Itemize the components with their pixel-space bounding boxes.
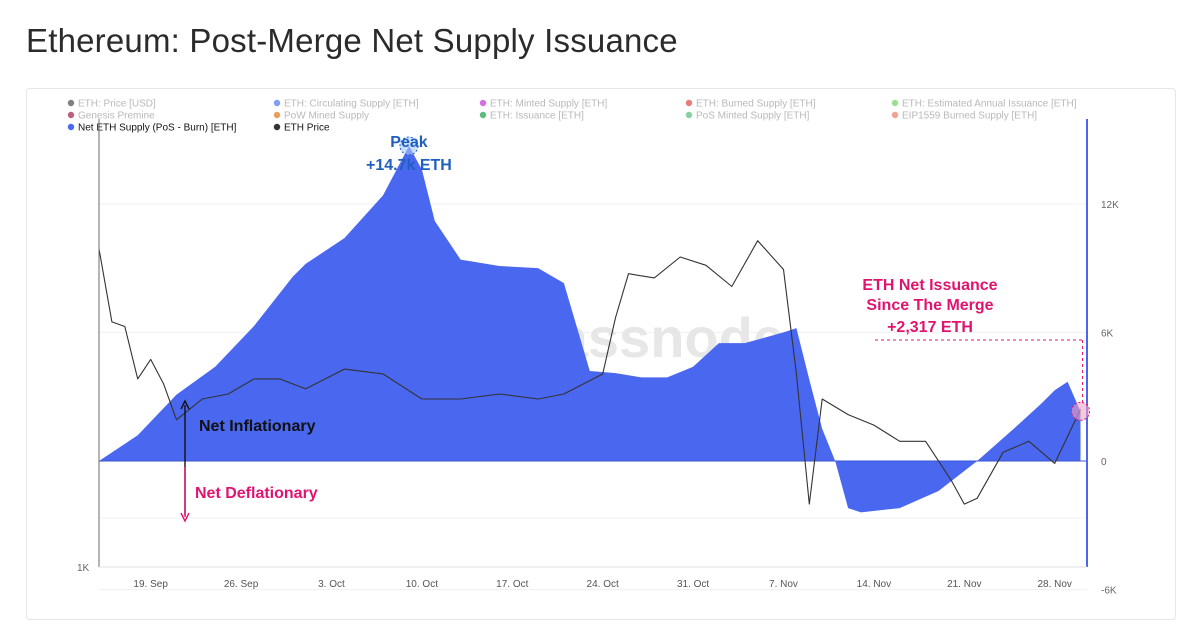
issuance-label-2: Since The Merge bbox=[866, 297, 993, 314]
legend-item: ETH Price bbox=[284, 123, 330, 134]
issuance-label-1: ETH Net Issuance bbox=[862, 277, 997, 294]
right-axis-tick: 12K bbox=[1101, 200, 1119, 211]
legend-marker bbox=[273, 123, 281, 131]
right-axis-tick: 6K bbox=[1101, 328, 1114, 339]
x-axis-tick: 24. Oct bbox=[587, 579, 619, 590]
legend-item: PoS Minted Supply [ETH] bbox=[696, 111, 810, 122]
chart-panel: ETH: Price [USD] ETH: Circulating Supply … bbox=[26, 88, 1176, 620]
peak-value: +14.7k ETH bbox=[366, 157, 452, 174]
legend-item: ETH: Issuance [ETH] bbox=[490, 111, 584, 122]
x-axis-tick: 3. Oct bbox=[318, 579, 345, 590]
issuance-marker bbox=[1071, 401, 1091, 421]
legend-item: ETH: Circulating Supply [ETH] bbox=[284, 99, 419, 110]
x-axis-tick: 14. Nov bbox=[857, 579, 891, 590]
legend-item: ETH: Burned Supply [ETH] bbox=[696, 99, 816, 110]
right-axis-tick: -6K bbox=[1101, 586, 1117, 597]
x-axis-tick: 21. Nov bbox=[947, 579, 981, 590]
legend-marker bbox=[479, 99, 487, 107]
price-line bbox=[98, 240, 1081, 505]
legend[interactable]: ETH: Price [USD] ETH: Circulating Supply … bbox=[67, 99, 1077, 134]
legend-item: ETH: Minted Supply [ETH] bbox=[490, 99, 607, 110]
peak-marker bbox=[399, 136, 419, 156]
legend-marker bbox=[685, 111, 693, 119]
right-axis-tick: 0 bbox=[1101, 457, 1107, 468]
legend-item: ETH: Price [USD] bbox=[78, 99, 156, 110]
peak-label: Peak bbox=[390, 134, 427, 151]
legend-marker bbox=[891, 111, 899, 119]
left-axis-tick: 1K bbox=[77, 563, 90, 574]
x-axis-tick: 31. Oct bbox=[677, 579, 709, 590]
legend-item: ETH: Estimated Annual Issuance [ETH] bbox=[902, 99, 1077, 110]
axes: 12K 6K 0 -6K 1K 19. Sep 26. Sep 3. Oct 10. Oct 17… bbox=[77, 119, 1119, 597]
legend-marker bbox=[67, 123, 75, 131]
x-axis-tick: 26. Sep bbox=[224, 579, 259, 590]
legend-item: EIP1559 Burned Supply [ETH] bbox=[902, 111, 1037, 122]
inflation-arrowhead bbox=[180, 399, 190, 410]
x-axis-tick: 28. Nov bbox=[1037, 579, 1071, 590]
legend-marker bbox=[67, 99, 75, 107]
deflation-arrowhead bbox=[180, 512, 190, 523]
annotations: Peak +14.7k ETH Net Inflationary Net Deflat… bbox=[180, 134, 1091, 523]
legend-item: Genesis Premine bbox=[78, 111, 155, 122]
legend-marker bbox=[67, 111, 75, 119]
legend-marker bbox=[479, 111, 487, 119]
x-axis-tick: 17. Oct bbox=[496, 579, 528, 590]
x-axis-tick: 7. Nov bbox=[769, 579, 798, 590]
issuance-value: +2,317 ETH bbox=[887, 319, 973, 336]
legend-marker bbox=[685, 99, 693, 107]
net-supply-area bbox=[99, 146, 1087, 513]
chart-svg: ETH: Price [USD] ETH: Circulating Supply … bbox=[67, 99, 1119, 597]
net-supply-area-path bbox=[99, 146, 1081, 513]
legend-marker bbox=[273, 111, 281, 119]
net-deflationary-label: Net Deflationary bbox=[195, 485, 318, 502]
legend-item: PoW Mined Supply bbox=[284, 111, 369, 122]
net-inflationary-label: Net Inflationary bbox=[199, 418, 316, 435]
legend-marker bbox=[891, 99, 899, 107]
chart-title: Ethereum: Post-Merge Net Supply Issuance bbox=[26, 22, 678, 59]
legend-item: Net ETH Supply (PoS - Burn) [ETH] bbox=[78, 123, 237, 134]
price-line-path bbox=[98, 240, 1081, 505]
legend-marker bbox=[273, 99, 281, 107]
x-axis-tick: 19. Sep bbox=[133, 579, 168, 590]
x-axis-tick: 10. Oct bbox=[406, 579, 438, 590]
